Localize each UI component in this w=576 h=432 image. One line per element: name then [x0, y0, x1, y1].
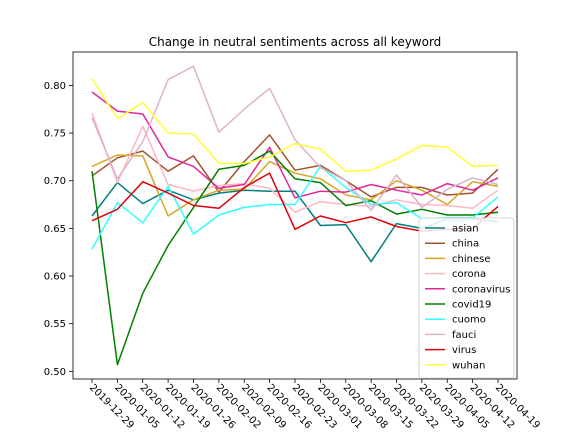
y-tick-label: 0.65 — [44, 224, 66, 235]
series-line-corona — [91, 112, 499, 213]
legend-label-wuhan: wuhan — [452, 360, 485, 371]
legend-label-covid19: covid19 — [452, 300, 491, 311]
legend-label-coronavirus: coronavirus — [452, 284, 510, 295]
y-axis: 0.50 0.55 0.60 0.65 0.70 0.75 0.80 — [44, 81, 73, 378]
y-tick-label: 0.75 — [44, 129, 66, 140]
legend-label-cuomo: cuomo — [452, 315, 486, 326]
legend: asian china chinese corona coronavirus covid1… — [418, 217, 515, 379]
series-line-fauci — [91, 65, 499, 212]
chart-title: Change in neutral sentiments across all … — [149, 35, 442, 49]
series-line-wuhan — [91, 78, 499, 172]
y-tick-label: 0.50 — [44, 367, 66, 378]
y-tick-label: 0.60 — [44, 272, 66, 283]
y-tick-label: 0.55 — [44, 319, 66, 330]
y-tick-label: 0.70 — [44, 176, 66, 187]
series-line-coronavirus — [91, 91, 499, 199]
y-tick-label: 0.80 — [44, 81, 66, 92]
series-line-chinese — [91, 154, 499, 217]
series-line-covid19 — [91, 150, 499, 366]
legend-label-china: china — [452, 239, 479, 250]
legend-label-asian: asian — [452, 224, 479, 235]
legend-label-corona: corona — [452, 269, 486, 280]
legend-label-virus: virus — [452, 345, 476, 356]
legend-label-chinese: chinese — [452, 254, 490, 265]
legend-label-fauci: fauci — [452, 330, 476, 341]
